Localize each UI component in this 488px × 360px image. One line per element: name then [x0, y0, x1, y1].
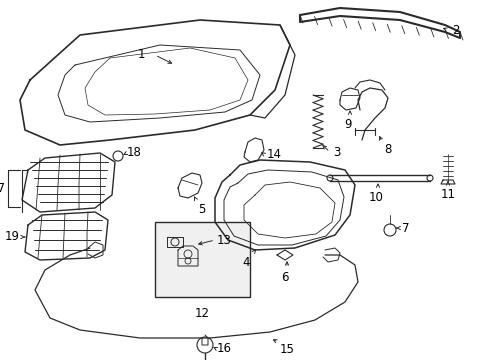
Text: 19: 19	[5, 230, 20, 243]
Text: 16: 16	[217, 342, 231, 355]
Text: 18: 18	[127, 147, 142, 159]
Text: 8: 8	[383, 143, 390, 156]
Text: 4: 4	[242, 256, 249, 269]
Text: 10: 10	[368, 191, 383, 204]
Text: 11: 11	[440, 188, 454, 201]
Text: 12: 12	[195, 307, 209, 320]
Text: 14: 14	[266, 148, 282, 162]
Text: 6: 6	[281, 271, 288, 284]
Text: 7: 7	[401, 221, 408, 234]
Text: 5: 5	[198, 203, 205, 216]
Text: 1: 1	[137, 49, 145, 62]
Text: 2: 2	[451, 23, 459, 36]
Text: 13: 13	[217, 234, 231, 247]
Bar	[155, 222, 249, 297]
Text: 15: 15	[280, 343, 294, 356]
Text: 9: 9	[344, 118, 351, 131]
Text: 3: 3	[332, 147, 340, 159]
Text: 17: 17	[0, 181, 6, 194]
